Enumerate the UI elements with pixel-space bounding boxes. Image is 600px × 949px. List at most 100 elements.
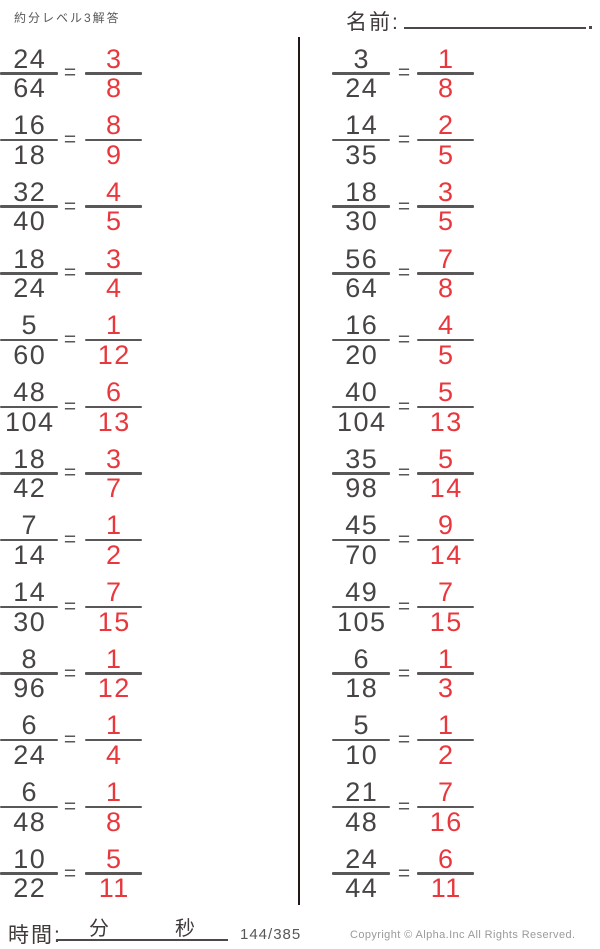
- problem-row: 3 24 = 1 8: [299, 40, 600, 107]
- question-fraction: 5 60: [0, 312, 58, 370]
- problems-column-left: 24 64 = 3 8 16 18 = 8 9 32 40 =: [0, 40, 298, 907]
- question-numerator: 8: [21, 643, 39, 674]
- name-input-line[interactable]: [404, 8, 586, 29]
- question-denominator: 70: [345, 539, 379, 570]
- question-fraction-bar: [332, 205, 390, 208]
- question-fraction-bar: [0, 672, 58, 675]
- question-denominator: 98: [345, 473, 379, 504]
- question-fraction: 6 24: [0, 712, 58, 770]
- problem-row: 32 40 = 4 5: [0, 173, 298, 240]
- answer-denominator: 13: [429, 406, 463, 437]
- question-fraction-bar: [332, 472, 390, 475]
- answer-numerator: 1: [105, 643, 123, 674]
- answer-denominator: 15: [429, 606, 463, 637]
- seconds-unit-label: 秒: [175, 918, 195, 940]
- answer-fraction: 7 8: [417, 243, 474, 302]
- answer-numerator: 5: [105, 843, 123, 874]
- question-fraction: 24 64: [0, 45, 58, 102]
- answer-fraction-bar: [417, 338, 474, 342]
- problem-row: 56 64 = 7 8: [299, 240, 600, 307]
- question-denominator: 10: [345, 739, 379, 770]
- question-fraction-bar: [332, 872, 390, 875]
- time-blank-line[interactable]: 分 秒: [56, 917, 228, 941]
- answer-fraction: 1 2: [85, 512, 142, 568]
- answer-fraction: 8 9: [85, 112, 142, 168]
- equals-sign: =: [397, 794, 411, 818]
- question-fraction: 14 30: [0, 579, 58, 635]
- equals-sign: =: [63, 528, 77, 552]
- question-denominator: 60: [13, 339, 47, 370]
- equals-sign: =: [63, 861, 77, 885]
- equals-sign: =: [63, 594, 77, 618]
- equals-sign: =: [63, 128, 77, 152]
- problem-row: 18 42 = 3 7: [0, 440, 298, 507]
- answer-numerator: 1: [437, 643, 455, 674]
- equals-sign: =: [63, 461, 77, 485]
- question-fraction-bar: [332, 738, 390, 742]
- answer-fraction-bar: [417, 805, 474, 809]
- question-denominator: 30: [345, 206, 379, 237]
- answer-numerator: 6: [105, 377, 123, 408]
- problem-row: 49 105 = 7 15: [299, 574, 600, 641]
- problem-row: 7 14 = 1 2: [0, 507, 298, 574]
- question-fraction: 7 14: [0, 512, 58, 568]
- equals-sign: =: [397, 194, 411, 218]
- page-title: 約分レベル3解答: [14, 11, 121, 25]
- answer-numerator: 1: [437, 43, 455, 74]
- answer-fraction-bar: [417, 738, 474, 742]
- answer-denominator: 2: [437, 739, 455, 770]
- question-fraction-bar: [0, 538, 58, 542]
- question-denominator: 24: [13, 739, 47, 770]
- question-numerator: 45: [345, 510, 379, 541]
- answer-numerator: 7: [437, 243, 455, 274]
- problem-row: 6 24 = 1 4: [0, 707, 298, 774]
- answer-fraction-bar: [85, 205, 142, 208]
- question-denominator: 104: [336, 406, 387, 437]
- answer-fraction-bar: [85, 405, 142, 409]
- question-fraction: 6 18: [332, 645, 390, 702]
- answer-fraction-bar: [417, 472, 474, 475]
- question-fraction-bar: [0, 605, 58, 609]
- question-fraction: 5 10: [332, 712, 390, 770]
- answer-fraction-bar: [417, 205, 474, 208]
- question-fraction: 32 40: [0, 178, 58, 235]
- answer-denominator: 5: [437, 206, 455, 237]
- answer-fraction-bar: [85, 738, 142, 742]
- question-denominator: 24: [345, 73, 379, 104]
- name-label: 名前:: [346, 11, 400, 34]
- answer-fraction-bar: [417, 405, 474, 409]
- question-numerator: 18: [345, 176, 379, 207]
- answer-fraction: 7 15: [85, 579, 142, 635]
- answer-fraction: 5 14: [417, 445, 474, 502]
- answer-fraction: 3 7: [85, 445, 142, 502]
- answer-fraction: 1 8: [85, 777, 142, 835]
- equals-sign: =: [397, 728, 411, 752]
- answer-fraction-bar: [417, 138, 474, 142]
- question-denominator: 96: [13, 673, 47, 704]
- problem-row: 5 10 = 1 2: [299, 707, 600, 774]
- answer-fraction: 2 5: [417, 112, 474, 168]
- question-fraction: 14 35: [332, 112, 390, 168]
- question-fraction-bar: [332, 272, 390, 275]
- question-fraction-bar: [332, 338, 390, 342]
- problem-row: 18 24 = 3 4: [0, 240, 298, 307]
- problem-row: 8 96 = 1 12: [0, 640, 298, 707]
- answer-numerator: 9: [437, 510, 455, 541]
- question-fraction-bar: [332, 672, 390, 675]
- minutes-unit-label: 分: [89, 918, 109, 940]
- problem-row: 16 18 = 8 9: [0, 107, 298, 174]
- problem-row: 45 70 = 9 14: [299, 507, 600, 574]
- problem-row: 40 104 = 5 13: [299, 373, 600, 440]
- answer-fraction: 5 13: [417, 379, 474, 437]
- question-numerator: 3: [353, 43, 371, 74]
- answer-fraction: 5 11: [85, 843, 142, 902]
- answer-fraction-bar: [85, 805, 142, 809]
- equals-sign: =: [397, 528, 411, 552]
- answer-numerator: 3: [437, 176, 455, 207]
- problem-row: 48 104 = 6 13: [0, 373, 298, 440]
- answer-denominator: 8: [105, 73, 123, 104]
- equals-sign: =: [397, 594, 411, 618]
- problem-row: 18 30 = 3 5: [299, 173, 600, 240]
- answer-denominator: 12: [97, 339, 131, 370]
- answer-numerator: 1: [105, 777, 123, 808]
